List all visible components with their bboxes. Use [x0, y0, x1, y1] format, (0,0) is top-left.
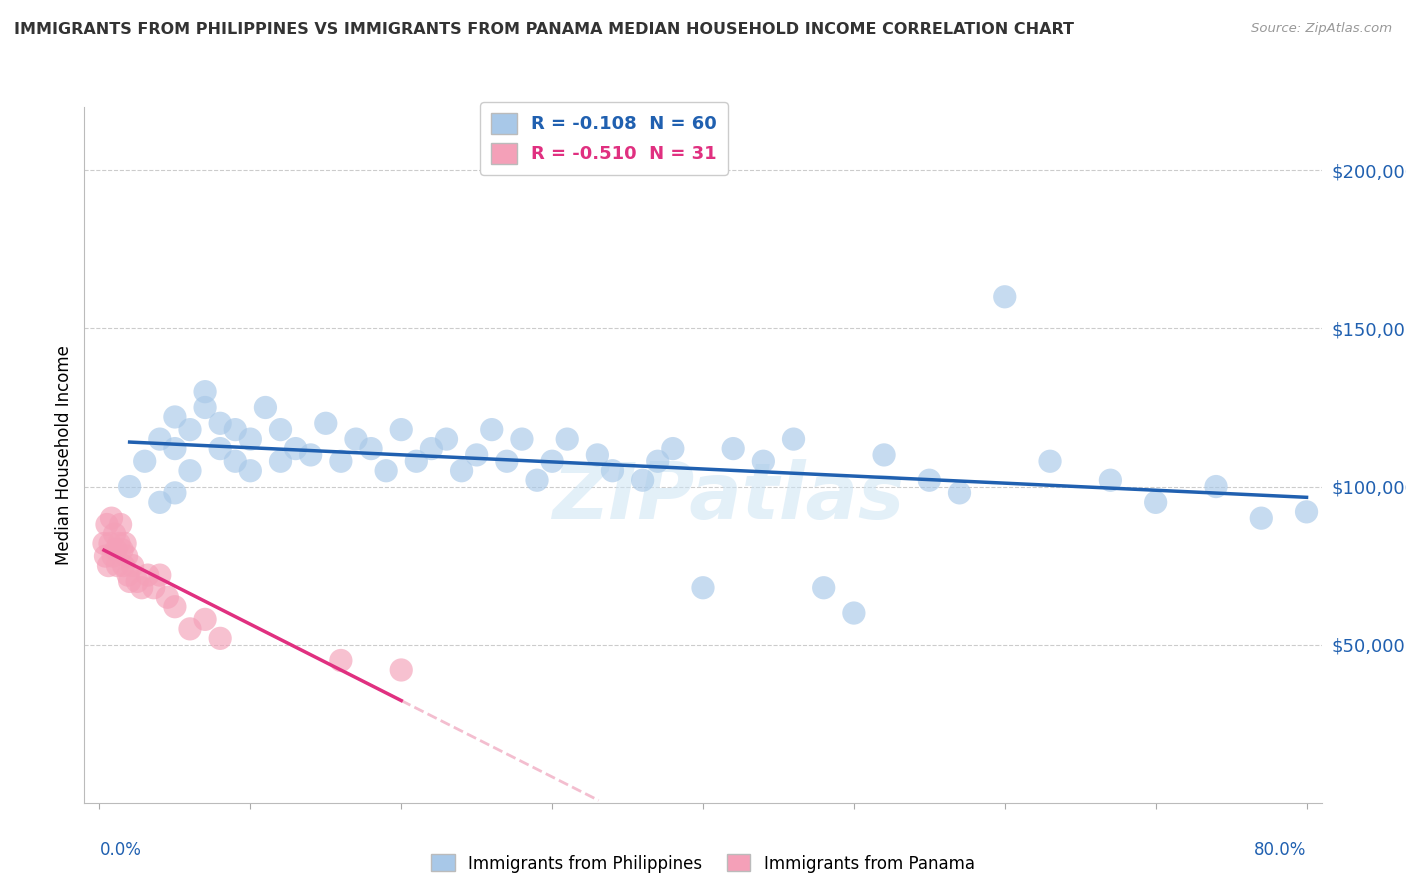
Point	[1250, 511, 1272, 525]
Point	[239, 432, 262, 446]
Point	[813, 581, 835, 595]
Point	[107, 558, 129, 573]
Point	[194, 384, 217, 399]
Text: 80.0%: 80.0%	[1254, 841, 1306, 859]
Point	[163, 599, 186, 614]
Point	[1205, 479, 1227, 493]
Point	[450, 464, 472, 478]
Point	[110, 517, 132, 532]
Point	[495, 454, 517, 468]
Point	[375, 464, 398, 478]
Point	[149, 495, 172, 509]
Point	[239, 464, 262, 478]
Point	[315, 417, 337, 431]
Point	[93, 536, 115, 550]
Point	[1099, 473, 1122, 487]
Point	[389, 423, 412, 437]
Legend: Immigrants from Philippines, Immigrants from Panama: Immigrants from Philippines, Immigrants …	[425, 847, 981, 880]
Point	[360, 442, 382, 456]
Point	[224, 454, 246, 468]
Point	[142, 581, 165, 595]
Point	[994, 290, 1017, 304]
Point	[270, 423, 292, 437]
Point	[224, 423, 246, 437]
Text: 0.0%: 0.0%	[100, 841, 142, 859]
Point	[100, 511, 122, 525]
Point	[149, 432, 172, 446]
Point	[134, 454, 156, 468]
Point	[465, 448, 488, 462]
Point	[555, 432, 578, 446]
Point	[842, 606, 865, 620]
Point	[873, 448, 896, 462]
Point	[108, 536, 131, 550]
Point	[721, 442, 744, 456]
Point	[115, 549, 138, 563]
Point	[541, 454, 564, 468]
Point	[692, 581, 714, 595]
Point	[179, 423, 201, 437]
Point	[1039, 454, 1062, 468]
Point	[194, 401, 217, 415]
Point	[436, 432, 458, 446]
Point	[481, 423, 503, 437]
Text: Source: ZipAtlas.com: Source: ZipAtlas.com	[1251, 22, 1392, 36]
Point	[344, 432, 367, 446]
Text: IMMIGRANTS FROM PHILIPPINES VS IMMIGRANTS FROM PANAMA MEDIAN HOUSEHOLD INCOME CO: IMMIGRANTS FROM PHILIPPINES VS IMMIGRANT…	[14, 22, 1074, 37]
Point	[586, 448, 609, 462]
Point	[662, 442, 685, 456]
Point	[111, 542, 134, 557]
Point	[163, 442, 186, 456]
Point	[149, 568, 172, 582]
Point	[118, 479, 141, 493]
Point	[254, 401, 277, 415]
Point	[329, 653, 352, 667]
Point	[103, 527, 125, 541]
Point	[194, 612, 217, 626]
Point	[526, 473, 548, 487]
Point	[631, 473, 654, 487]
Point	[209, 632, 232, 646]
Text: ZIPatlas: ZIPatlas	[551, 458, 904, 534]
Point	[96, 517, 118, 532]
Point	[329, 454, 352, 468]
Legend: R = -0.108  N = 60, R = -0.510  N = 31: R = -0.108 N = 60, R = -0.510 N = 31	[481, 103, 727, 175]
Point	[114, 536, 136, 550]
Point	[179, 622, 201, 636]
Point	[94, 549, 117, 563]
Point	[136, 568, 159, 582]
Point	[112, 558, 135, 573]
Point	[97, 558, 120, 573]
Point	[121, 558, 143, 573]
Y-axis label: Median Household Income: Median Household Income	[55, 345, 73, 565]
Point	[420, 442, 443, 456]
Point	[209, 442, 232, 456]
Point	[270, 454, 292, 468]
Point	[782, 432, 804, 446]
Point	[918, 473, 941, 487]
Point	[117, 568, 139, 582]
Point	[405, 454, 427, 468]
Point	[163, 486, 186, 500]
Point	[105, 542, 128, 557]
Point	[602, 464, 624, 478]
Point	[299, 448, 322, 462]
Point	[510, 432, 533, 446]
Point	[948, 486, 970, 500]
Point	[131, 581, 153, 595]
Point	[389, 663, 412, 677]
Point	[1295, 505, 1317, 519]
Point	[163, 409, 186, 424]
Point	[284, 442, 307, 456]
Point	[156, 591, 179, 605]
Point	[1144, 495, 1167, 509]
Point	[179, 464, 201, 478]
Point	[752, 454, 775, 468]
Point	[98, 536, 121, 550]
Point	[127, 574, 149, 589]
Point	[118, 574, 141, 589]
Point	[209, 417, 232, 431]
Point	[647, 454, 669, 468]
Point	[101, 549, 124, 563]
